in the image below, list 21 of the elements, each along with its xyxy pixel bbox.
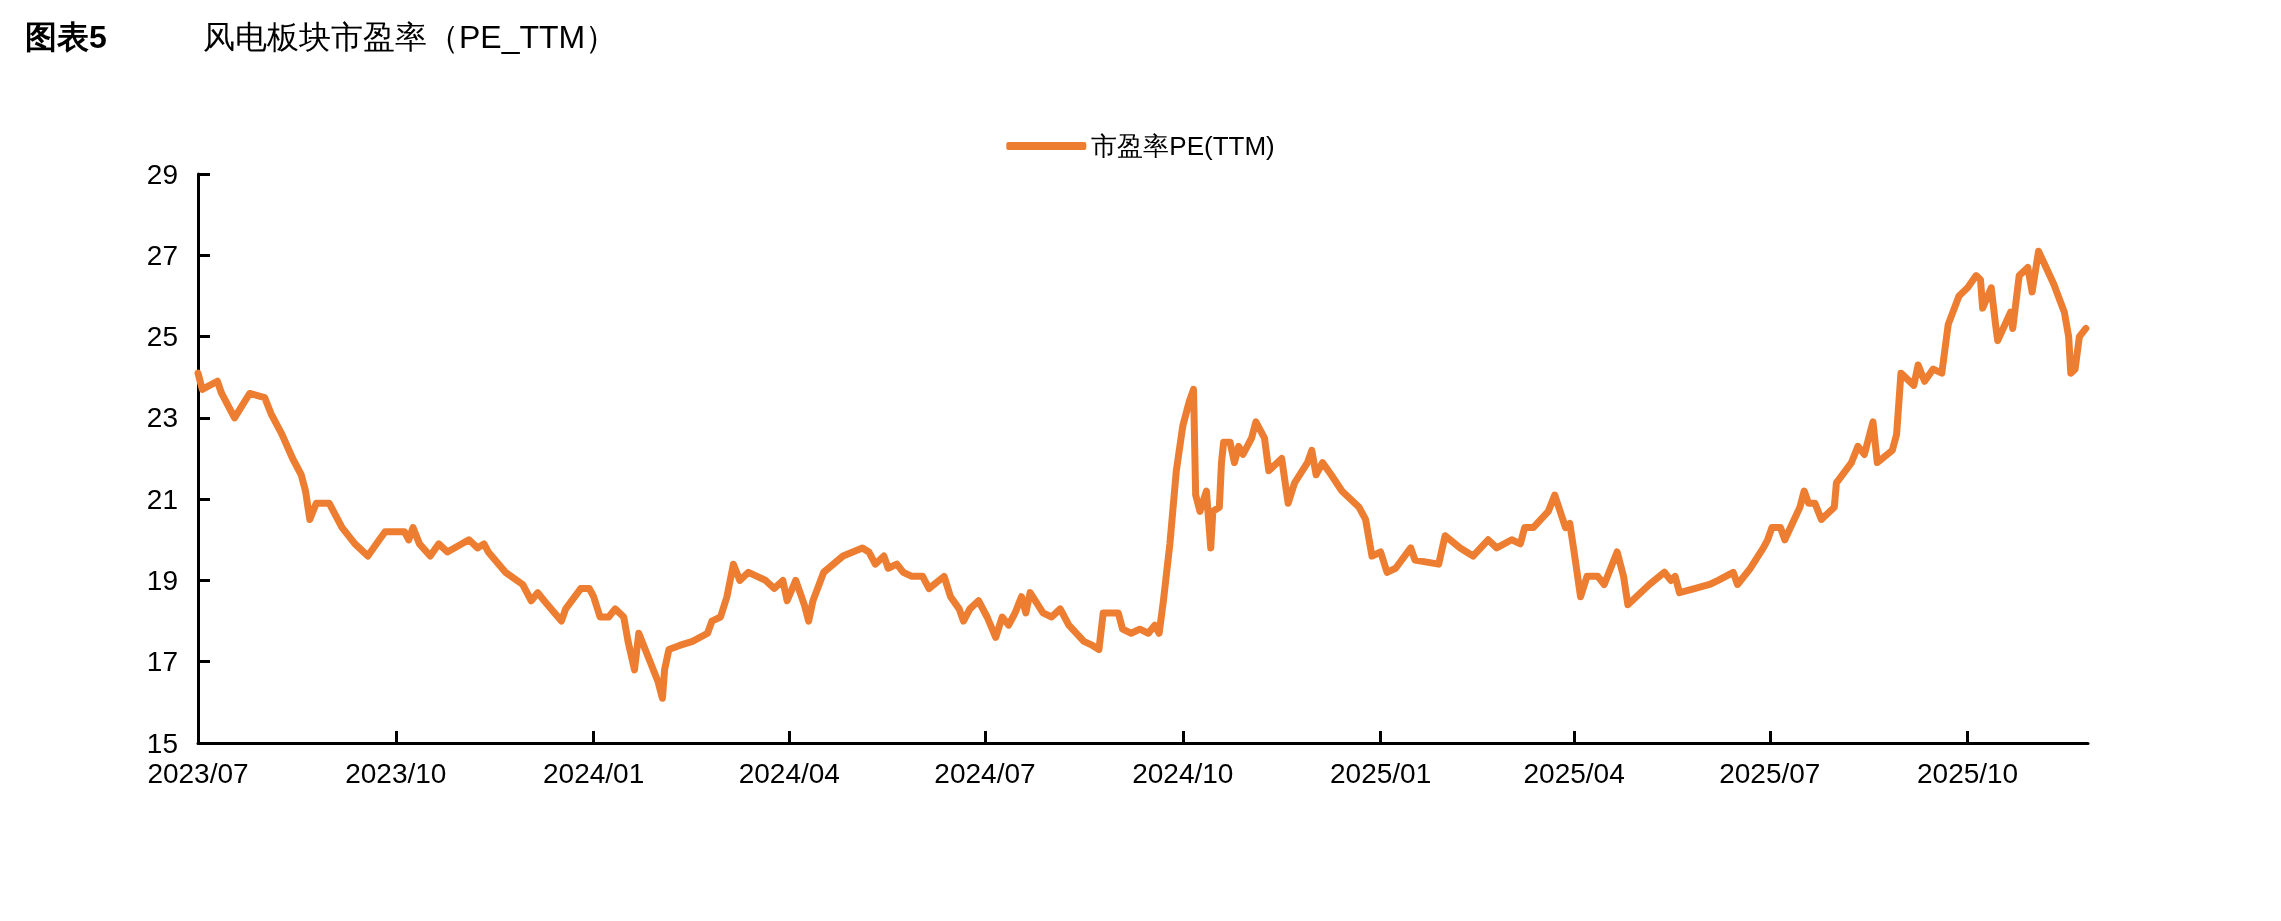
y-tick-label: 19 bbox=[146, 564, 178, 596]
y-tick-label: 21 bbox=[146, 483, 178, 515]
x-tick-label: 2025/04 bbox=[1523, 757, 1625, 789]
y-tick-label: 15 bbox=[146, 727, 178, 759]
y-tick-label: 29 bbox=[146, 158, 178, 190]
x-tick-label: 2025/07 bbox=[1719, 757, 1821, 789]
x-tick-label: 2024/07 bbox=[934, 757, 1036, 789]
x-tick-label: 2025/01 bbox=[1329, 757, 1432, 789]
x-tick-label: 2023/10 bbox=[345, 757, 447, 789]
y-tick-label: 27 bbox=[146, 239, 178, 271]
y-tick-label: 23 bbox=[146, 402, 178, 434]
chart-title: 图表5 bbox=[25, 19, 107, 55]
y-tick-label: 25 bbox=[146, 321, 178, 353]
legend-label: 市盈率PE(TTM) bbox=[1091, 131, 1275, 161]
x-tick-label: 2025/10 bbox=[1916, 757, 2019, 789]
y-tick-label: 17 bbox=[146, 646, 178, 678]
x-tick-label: 2024/04 bbox=[738, 757, 840, 789]
chart-subtitle: 风电板块市盈率（PE_TTM） bbox=[203, 19, 618, 55]
x-tick-label: 2024/01 bbox=[543, 757, 645, 789]
x-tick-label: 2024/10 bbox=[1132, 757, 1234, 789]
x-tick-label: 2023/07 bbox=[147, 757, 249, 789]
